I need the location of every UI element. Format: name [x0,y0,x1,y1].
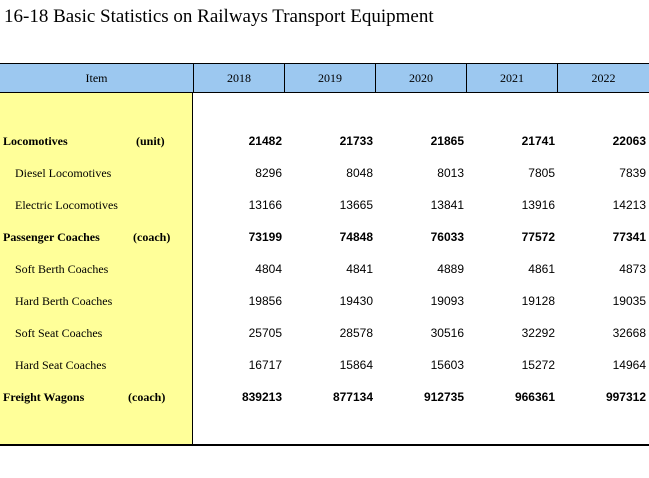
table-row: Hard Berth Coaches 19856 19430 19093 19128 19… [0,290,649,312]
row-value-2019: 21733 [339,134,373,148]
row-value-2019: 13665 [339,198,373,212]
header-year-2022: 2022 [591,71,616,85]
table-row: Electric Locomotives 13166 13665 13841 13916… [0,194,649,216]
row-value-2018: 839213 [241,390,282,404]
row-value-2022: 22063 [612,134,646,148]
row-value-2019: 74848 [339,230,373,244]
table-bottom-rule [0,444,649,446]
row-value-2020: 19093 [430,294,464,308]
row-value-2019: 8048 [346,166,373,180]
row-value-2022: 14213 [612,198,646,212]
header-item: Item [0,64,194,92]
header-year-2021: 2021 [467,64,558,92]
row-value-2021: 4861 [528,262,555,276]
row-value-2022: 997312 [605,390,646,404]
row-value-2020: 13841 [430,198,464,212]
row-unit: (unit) [136,134,165,148]
row-value-2021: 19128 [521,294,555,308]
row-value-2022: 77341 [612,230,646,244]
row-value-2018: 4804 [255,262,282,276]
row-value-2021: 966361 [514,390,555,404]
row-value-2018: 13166 [248,198,282,212]
page-title: 16-18 Basic Statistics on Railways Trans… [4,6,434,27]
row-value-2022: 32668 [612,326,646,340]
table-row: Locomotives (unit) 21482 21733 21865 21741 220… [0,130,649,152]
row-label: Soft Seat Coaches [15,326,103,340]
row-value-2021: 21741 [521,134,555,148]
row-value-2018: 8296 [255,166,282,180]
row-value-2018: 25705 [248,326,282,340]
row-value-2020: 4889 [437,262,464,276]
row-value-2020: 30516 [430,326,464,340]
row-value-2020: 8013 [437,166,464,180]
row-label: Hard Seat Coaches [15,358,107,372]
row-label: Diesel Locomotives [15,166,112,180]
row-value-2021: 13916 [521,198,555,212]
row-value-2018: 73199 [248,230,282,244]
table-header: Item 2018 2019 2020 2021 2022 [0,63,649,93]
table-row: Hard Seat Coaches 16717 15864 15603 15272 149… [0,354,649,376]
row-value-2022: 4873 [619,262,646,276]
row-value-2021: 15272 [521,358,555,372]
row-value-2019: 19430 [339,294,373,308]
table-row: Soft Seat Coaches 25705 28578 30516 32292 326… [0,322,649,344]
header-year-2018: 2018 [194,64,285,92]
row-value-2019: 4841 [346,262,373,276]
row-value-2021: 77572 [521,230,555,244]
row-value-2018: 21482 [248,134,282,148]
row-value-2019: 15864 [339,358,373,372]
row-value-2020: 15603 [430,358,464,372]
row-value-2021: 7805 [528,166,555,180]
row-value-2022: 14964 [612,358,646,372]
row-value-2020: 76033 [430,230,464,244]
item-column [0,93,193,445]
row-value-2018: 19856 [248,294,282,308]
row-label: Passenger Coaches [3,230,100,244]
row-value-2020: 21865 [430,134,464,148]
row-value-2022: 7839 [619,166,646,180]
row-value-2022: 19035 [612,294,646,308]
table-row: Passenger Coaches (coach) 73199 74848 76033 7… [0,226,649,248]
statistics-table: Item 2018 2019 2020 2021 2022 Locomotive… [0,63,649,446]
row-value-2021: 32292 [521,326,555,340]
header-year-2019: 2019 [285,64,376,92]
row-label: Electric Locomotives [15,198,118,212]
row-value-2020: 912735 [423,390,464,404]
row-value-2019: 28578 [339,326,373,340]
row-label: Soft Berth Coaches [15,262,109,276]
row-label: Freight Wagons [3,390,85,404]
row-value-2019: 877134 [332,390,373,404]
row-value-2018: 16717 [248,358,282,372]
table-row: Diesel Locomotives 8296 8048 8013 7805 7839 [0,162,649,184]
header-year-2020: 2020 [376,64,467,92]
table-row: Soft Berth Coaches 4804 4841 4889 4861 4873 [0,258,649,280]
row-unit: (coach) [133,230,171,244]
row-unit: (coach) [128,390,166,404]
table-row: Freight Wagons (coach) 839213 877134 912735 9… [0,386,649,408]
row-label: Hard Berth Coaches [15,294,113,308]
row-label: Locomotives [3,134,68,148]
